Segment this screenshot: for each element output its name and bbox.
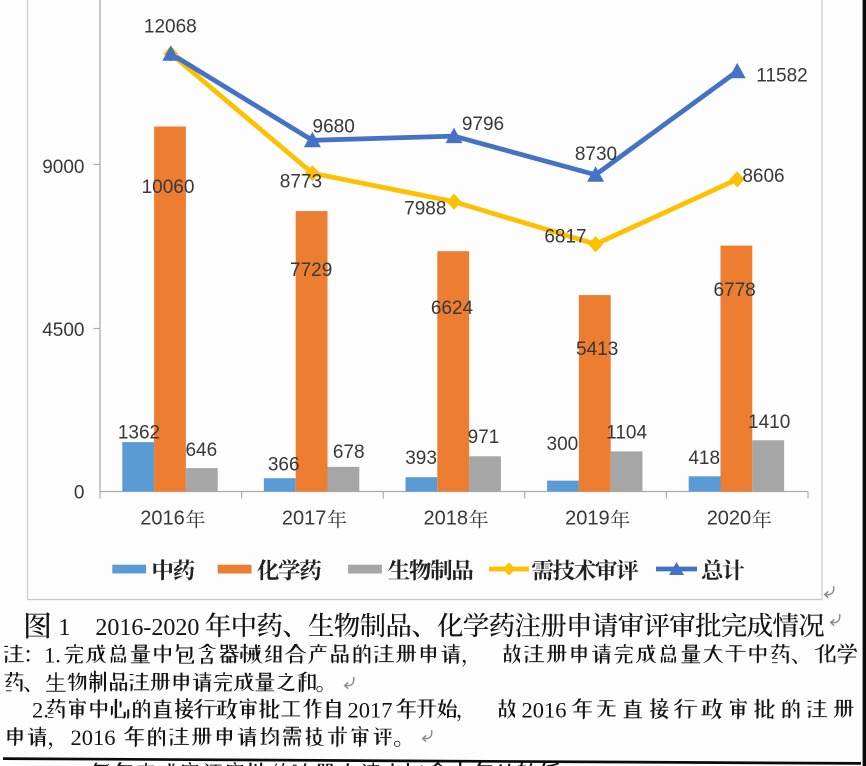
svg-text:1104: 1104 (606, 423, 647, 444)
svg-text:9796: 9796 (462, 114, 504, 135)
svg-text:2018: 2018 (424, 508, 469, 530)
svg-text:8730: 8730 (575, 144, 617, 165)
svg-text:971: 971 (468, 427, 500, 448)
svg-text:7988: 7988 (404, 199, 446, 220)
svg-text:4500: 4500 (42, 320, 84, 341)
svg-text:5413: 5413 (576, 339, 618, 360)
svg-text:10060: 10060 (142, 177, 195, 198)
svg-text:1: 1 (58, 615, 70, 641)
svg-text:6817: 6817 (544, 227, 586, 248)
svg-text:6624: 6624 (431, 298, 474, 319)
svg-text:7729: 7729 (290, 260, 332, 281)
svg-text:393: 393 (405, 448, 437, 469)
svg-text:6778: 6778 (713, 280, 755, 301)
svg-text:1362: 1362 (118, 423, 160, 444)
svg-text:9000: 9000 (42, 157, 84, 178)
svg-text:366: 366 (268, 455, 300, 476)
svg-text:2017: 2017 (348, 697, 393, 722)
svg-text:12068: 12068 (144, 16, 197, 37)
svg-text:300: 300 (547, 434, 579, 455)
svg-text:2017: 2017 (282, 508, 327, 530)
svg-text:2016: 2016 (140, 508, 185, 530)
svg-text:11582: 11582 (756, 66, 807, 87)
svg-text:8606: 8606 (742, 166, 784, 187)
svg-text:8773: 8773 (280, 172, 322, 193)
svg-text:1410: 1410 (748, 412, 790, 433)
svg-text:9680: 9680 (313, 117, 355, 138)
svg-text:0: 0 (74, 483, 85, 504)
svg-text:678: 678 (333, 442, 365, 463)
svg-text:418: 418 (688, 448, 720, 469)
svg-text:2016: 2016 (522, 697, 567, 722)
svg-text:2016: 2016 (71, 725, 116, 750)
svg-text:2016-2020: 2016-2020 (95, 615, 199, 641)
svg-text:646: 646 (185, 440, 217, 461)
svg-text:1.: 1. (44, 642, 61, 667)
svg-text:2.: 2. (32, 697, 49, 722)
svg-text:2019: 2019 (565, 508, 610, 530)
svg-text:2020: 2020 (707, 508, 752, 530)
